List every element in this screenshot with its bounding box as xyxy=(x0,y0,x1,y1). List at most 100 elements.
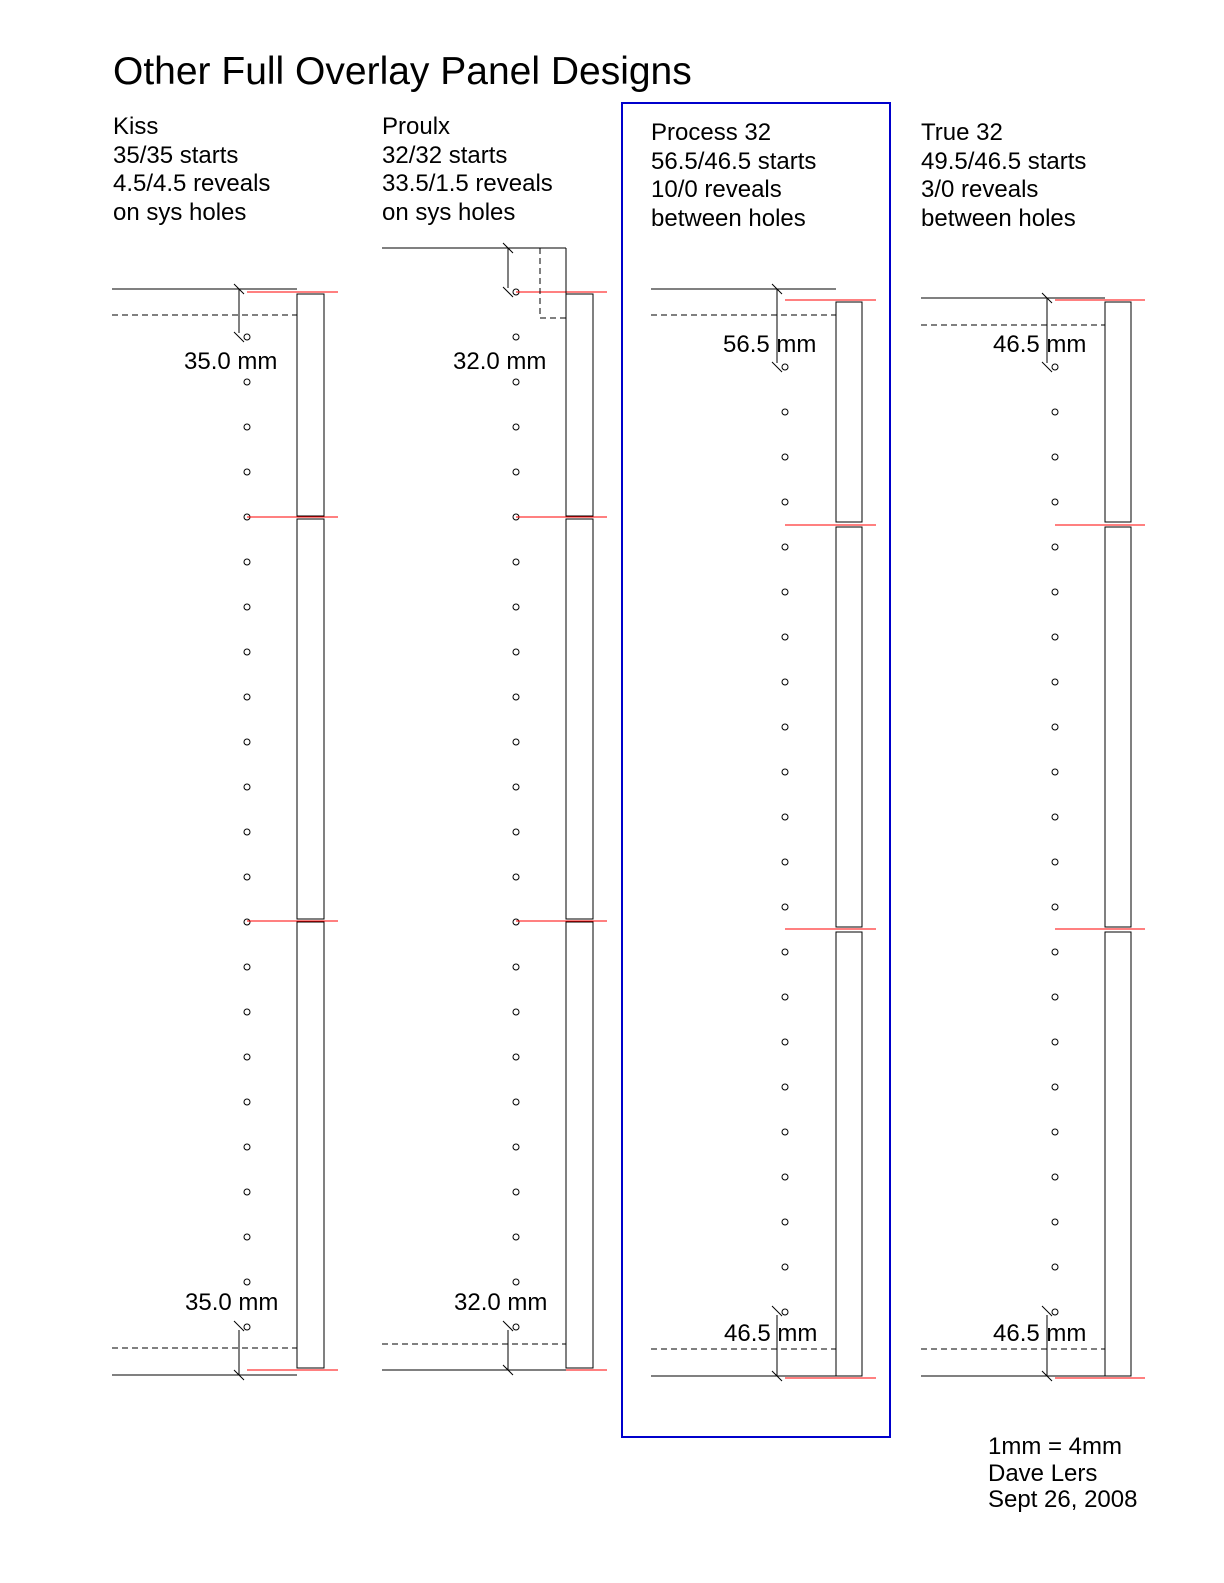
system-hole xyxy=(781,1218,789,1226)
dimension-tick xyxy=(502,286,514,298)
system-hole xyxy=(781,633,789,641)
system-hole xyxy=(781,678,789,686)
system-hole xyxy=(243,1233,251,1241)
top-dimension-label: 46.5 mm xyxy=(993,331,1086,358)
system-hole xyxy=(781,1173,789,1181)
system-hole xyxy=(512,1278,520,1286)
system-hole xyxy=(781,813,789,821)
bottom-dimension-label: 46.5 mm xyxy=(724,1320,817,1347)
door-panel xyxy=(296,293,325,517)
system-hole xyxy=(243,1098,251,1106)
system-hole xyxy=(512,738,520,746)
system-hole xyxy=(1051,543,1059,551)
system-hole xyxy=(1051,993,1059,1001)
date-text: Sept 26, 2008 xyxy=(988,1486,1138,1513)
system-hole xyxy=(512,783,520,791)
bottom-dimension-label: 35.0 mm xyxy=(185,1289,278,1316)
system-hole xyxy=(1051,453,1059,461)
system-hole xyxy=(781,1263,789,1271)
system-hole xyxy=(781,723,789,731)
top-dimension-label: 35.0 mm xyxy=(184,348,277,375)
system-hole xyxy=(512,918,520,926)
system-hole xyxy=(512,648,520,656)
system-hole xyxy=(1051,1128,1059,1136)
system-hole xyxy=(781,588,789,596)
system-hole xyxy=(243,648,251,656)
system-hole xyxy=(512,1008,520,1016)
design-starts: 56.5/46.5 starts xyxy=(651,147,817,175)
system-hole xyxy=(243,1323,251,1331)
system-hole xyxy=(1051,1263,1059,1271)
design-reveals: 10/0 reveals xyxy=(651,176,782,203)
system-hole xyxy=(512,1143,520,1151)
door-panel xyxy=(1104,931,1132,1377)
system-hole xyxy=(1051,858,1059,866)
dimension-tick xyxy=(1041,361,1053,373)
system-hole xyxy=(1051,903,1059,911)
system-hole xyxy=(781,1128,789,1136)
system-hole xyxy=(243,468,251,476)
door-panel xyxy=(835,931,863,1377)
system-hole xyxy=(512,828,520,836)
system-hole xyxy=(243,1053,251,1061)
system-hole xyxy=(1051,1218,1059,1226)
system-hole xyxy=(243,828,251,836)
system-hole xyxy=(781,363,789,371)
system-hole xyxy=(781,768,789,776)
dimension-tick xyxy=(233,283,245,295)
system-hole xyxy=(243,738,251,746)
system-hole xyxy=(781,498,789,506)
system-hole xyxy=(512,1323,520,1331)
system-hole xyxy=(781,993,789,1001)
system-hole xyxy=(1051,1083,1059,1091)
dimension-tick xyxy=(771,283,783,295)
design-header-process-32: Process 32 56.5/46.5 starts 10/0 reveals… xyxy=(651,119,816,233)
design-position: on sys holes xyxy=(113,198,247,226)
system-hole xyxy=(781,543,789,551)
system-hole xyxy=(1051,498,1059,506)
dimension-tick xyxy=(771,1305,783,1317)
design-reveals: 4.5/4.5 reveals xyxy=(113,170,271,197)
system-hole xyxy=(512,1053,520,1061)
system-hole xyxy=(512,1098,520,1106)
system-hole xyxy=(512,693,520,701)
system-hole xyxy=(243,558,251,566)
system-hole xyxy=(1051,1308,1059,1316)
dimension-tick xyxy=(1041,1305,1053,1317)
page-title: Other Full Overlay Panel Designs xyxy=(113,50,692,93)
design-reveals: 3/0 reveals xyxy=(921,176,1039,203)
system-hole xyxy=(781,903,789,911)
design-name: Process 32 xyxy=(651,119,772,146)
dimension-tick xyxy=(502,242,514,254)
system-hole xyxy=(243,918,251,926)
door-panel xyxy=(1104,526,1132,928)
dimension-tick xyxy=(771,1370,783,1382)
design-position: on sys holes xyxy=(382,198,516,226)
system-hole xyxy=(243,963,251,971)
bottom-dimension-label: 46.5 mm xyxy=(993,1320,1086,1347)
system-hole xyxy=(243,378,251,386)
system-hole xyxy=(1051,948,1059,956)
system-hole xyxy=(243,603,251,611)
system-hole xyxy=(243,1008,251,1016)
system-hole xyxy=(243,333,251,341)
design-position: between holes xyxy=(921,204,1076,232)
design-name: Proulx xyxy=(382,113,451,140)
design-starts: 32/32 starts xyxy=(382,141,508,169)
system-hole xyxy=(781,1083,789,1091)
system-hole xyxy=(512,378,520,386)
dimension-tick xyxy=(1041,292,1053,304)
top-dimension-label: 56.5 mm xyxy=(723,331,816,358)
design-position: between holes xyxy=(651,204,806,232)
system-hole xyxy=(781,858,789,866)
system-hole xyxy=(243,783,251,791)
system-hole xyxy=(1051,588,1059,596)
system-hole xyxy=(781,408,789,416)
system-hole xyxy=(781,1308,789,1316)
door-panel xyxy=(565,293,594,517)
design-starts: 49.5/46.5 starts xyxy=(921,147,1087,175)
system-hole xyxy=(243,1188,251,1196)
system-hole xyxy=(1051,1173,1059,1181)
system-hole xyxy=(1051,723,1059,731)
